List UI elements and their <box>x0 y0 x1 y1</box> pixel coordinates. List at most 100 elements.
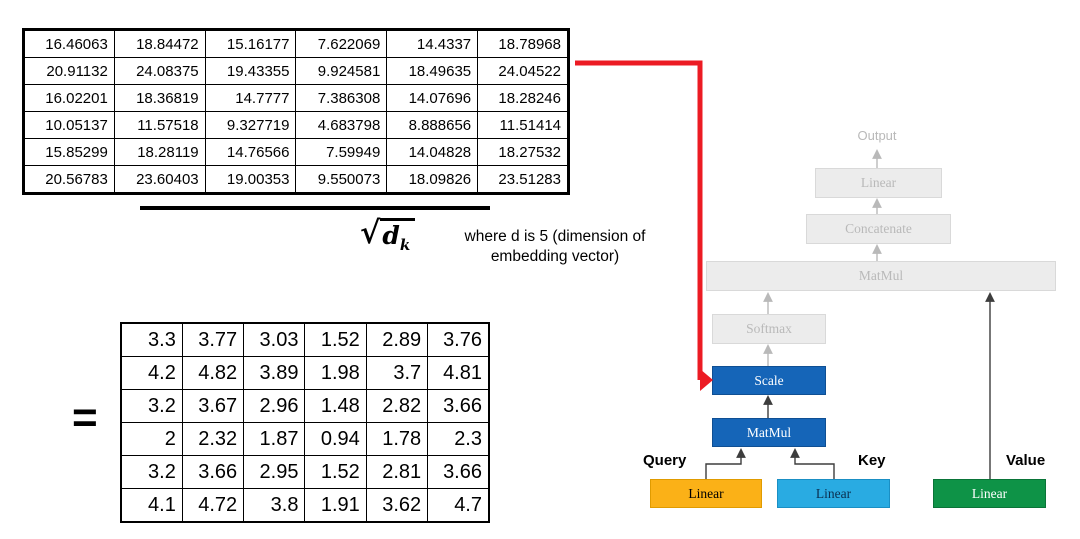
dimension-note: where d is 5 (dimension of embedding vec… <box>450 227 660 267</box>
matrix-cell: 18.49635 <box>386 57 479 85</box>
matrix-cell: 20.56783 <box>23 165 115 194</box>
matrix-cell: 3.89 <box>243 356 306 390</box>
matrix-row: 3.3 3.77 3.03 1.52 2.89 3.76 <box>120 322 490 357</box>
matrix-cell: 3.8 <box>243 488 306 523</box>
matrix-cell: 9.327719 <box>204 111 297 139</box>
matrix-cell: 3.03 <box>243 322 306 357</box>
matrix-cell: 1.98 <box>304 356 367 390</box>
matrix-cell: 14.7777 <box>204 84 297 112</box>
matrix-cell: 0.94 <box>304 422 367 456</box>
matrix-cell: 23.60403 <box>113 165 206 194</box>
matrix-cell: 9.924581 <box>295 57 388 85</box>
arrow-key-to-matmul <box>790 448 835 479</box>
matrix-cell: 7.59949 <box>295 138 388 166</box>
matrix-cell: 1.48 <box>304 389 367 423</box>
dimension-note-line1: where d is 5 (dimension of <box>464 228 646 245</box>
matrix-row: 4.2 4.82 3.89 1.98 3.7 4.81 <box>120 356 490 390</box>
matrix-cell: 1.87 <box>243 422 306 456</box>
matrix-row: 10.05137 11.57518 9.327719 4.683798 8.888656… <box>23 111 569 139</box>
matrix-cell: 9.550073 <box>295 165 388 194</box>
query-label: Query <box>643 452 687 469</box>
matrix-cell: 24.08375 <box>113 57 206 85</box>
matrix-cell: 3.66 <box>427 455 490 489</box>
matrix-cell: 3.66 <box>181 455 245 489</box>
matrix-cell: 7.386308 <box>295 84 388 112</box>
matrix-cell: 18.27532 <box>477 138 569 166</box>
matrix-row: 3.2 3.66 2.95 1.52 2.81 3.66 <box>120 455 490 489</box>
matrix-cell: 3.67 <box>181 389 245 423</box>
matrix-cell: 11.57518 <box>113 111 206 139</box>
matrix-cell: 3.7 <box>365 356 429 390</box>
matrix-cell: 3.2 <box>120 455 183 489</box>
matrix-cell: 3.62 <box>365 488 429 523</box>
matrix-cell: 18.36819 <box>113 84 206 112</box>
red-flow-arrow <box>575 60 703 380</box>
matrix-cell: 19.43355 <box>204 57 297 85</box>
result-matrix-table: 3.3 3.77 3.03 1.52 2.89 3.76 4.2 4.82 3.89 1.98 3.… <box>120 322 490 523</box>
matrix-cell: 23.51283 <box>477 165 569 194</box>
matrix-row: 3.2 3.67 2.96 1.48 2.82 3.66 <box>120 389 490 423</box>
matrix-cell: 4.1 <box>120 488 183 523</box>
linear-query-box: Linear <box>650 479 762 508</box>
matrix-cell: 18.28119 <box>113 138 206 166</box>
matrix-cell: 16.02201 <box>23 84 115 112</box>
matrix-cell: 1.52 <box>304 455 367 489</box>
matrix-cell: 4.7 <box>427 488 490 523</box>
key-label: Key <box>858 452 886 469</box>
matrix-cell: 15.16177 <box>204 29 297 58</box>
fraction-bar <box>140 206 490 210</box>
matrix-cell: 15.85299 <box>23 138 115 166</box>
matrix-cell: 14.76566 <box>204 138 297 166</box>
dk-subscript: k <box>399 236 411 254</box>
matrix-cell: 4.82 <box>181 356 245 390</box>
arrow-query-to-matmul <box>705 448 746 479</box>
matrix-cell: 2.96 <box>243 389 306 423</box>
matrix-cell: 24.04522 <box>477 57 569 85</box>
scale-box: Scale <box>712 366 826 395</box>
matmul-top-box: MatMul <box>706 261 1056 291</box>
matrix-cell: 7.622069 <box>295 29 388 58</box>
matrix-cell: 3.76 <box>427 322 490 357</box>
sqrt-dk-formula: √ dk <box>360 215 416 254</box>
matrix-cell: 1.52 <box>304 322 367 357</box>
matrix-cell: 19.00353 <box>204 165 297 194</box>
matrix-cell: 4.683798 <box>295 111 388 139</box>
matrix-cell: 2.3 <box>427 422 490 456</box>
matrix-row: 20.91132 24.08375 19.43355 9.924581 18.49635… <box>23 57 569 85</box>
matrix-cell: 4.81 <box>427 356 490 390</box>
matrix-cell: 2.81 <box>365 455 429 489</box>
matrix-cell: 18.28246 <box>477 84 569 112</box>
matrix-cell: 18.84472 <box>113 29 206 58</box>
matrix-row: 16.46063 18.84472 15.16177 7.622069 14.4337 1… <box>23 29 569 58</box>
matrix-cell: 16.46063 <box>23 29 115 58</box>
matrix-cell: 18.78968 <box>477 29 569 58</box>
matrix-cell: 4.72 <box>181 488 245 523</box>
matrix-row: 16.02201 18.36819 14.7777 7.386308 14.07696 1… <box>23 84 569 112</box>
matrix-cell: 14.04828 <box>386 138 479 166</box>
matrix-cell: 3.66 <box>427 389 490 423</box>
matrix-cell: 3.3 <box>120 322 183 357</box>
matrix-cell: 18.09826 <box>386 165 479 194</box>
matrix-cell: 14.4337 <box>386 29 479 58</box>
matrix-cell: 4.2 <box>120 356 183 390</box>
linear-key-box: Linear <box>777 479 890 508</box>
matrix-cell: 11.51414 <box>477 111 569 139</box>
matmul-box: MatMul <box>712 418 826 447</box>
sqrt-radicand: dk <box>380 218 416 254</box>
equals-sign: = <box>72 393 98 442</box>
matrix-cell: 8.888656 <box>386 111 479 139</box>
concatenate-box: Concatenate <box>806 214 951 244</box>
matrix-cell: 10.05137 <box>23 111 115 139</box>
dimension-note-line2: embedding vector) <box>490 248 620 266</box>
dk-variable: d <box>382 221 400 250</box>
matrix-cell: 14.07696 <box>386 84 479 112</box>
output-label: Output <box>857 128 897 143</box>
matrix-cell: 3.77 <box>181 322 245 357</box>
matrix-cell: 1.91 <box>304 488 367 523</box>
matrix-row: 20.56783 23.60403 19.00353 9.550073 18.09826… <box>23 165 569 194</box>
linear-top-box: Linear <box>815 168 942 198</box>
matrix-cell: 2.89 <box>365 322 429 357</box>
value-label: Value <box>1006 452 1046 469</box>
matrix-cell: 3.2 <box>120 389 183 423</box>
sqrt-sign: √ <box>360 215 381 251</box>
